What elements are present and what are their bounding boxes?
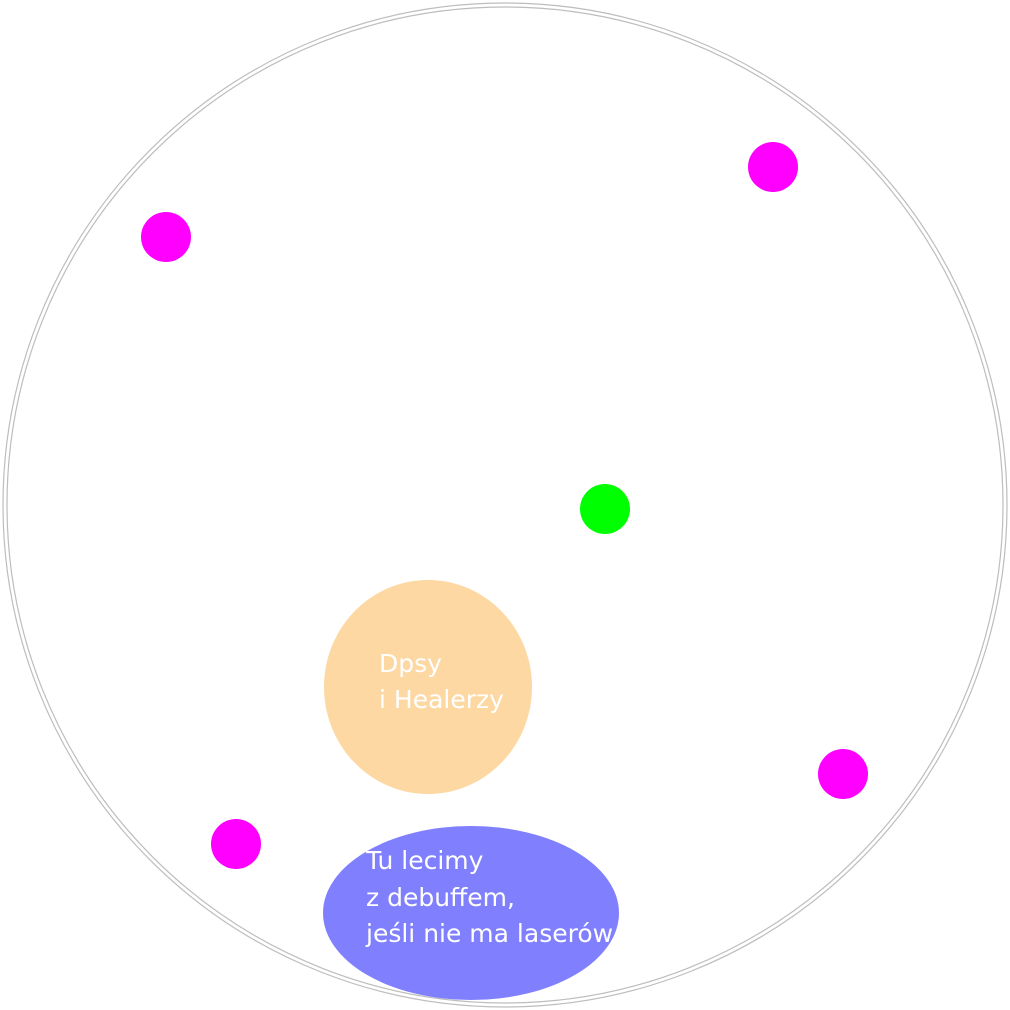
debuff-label-line-2: z debuffem,	[366, 883, 515, 912]
magenta-marker-bottom-right	[818, 749, 868, 799]
debuff-label-line-3: jeśli nie ma laserów	[365, 919, 613, 948]
magenta-marker-bottom-left	[211, 819, 261, 869]
green-marker	[580, 484, 630, 534]
magenta-marker-top-right	[748, 142, 798, 192]
dps-healers-label-line-1: Dpsy	[379, 649, 442, 678]
debuff-label-line-1: Tu lecimy	[365, 846, 484, 875]
dps-healers-label-line-2: i Healerzy	[379, 685, 504, 714]
magenta-marker-top-left	[141, 212, 191, 262]
